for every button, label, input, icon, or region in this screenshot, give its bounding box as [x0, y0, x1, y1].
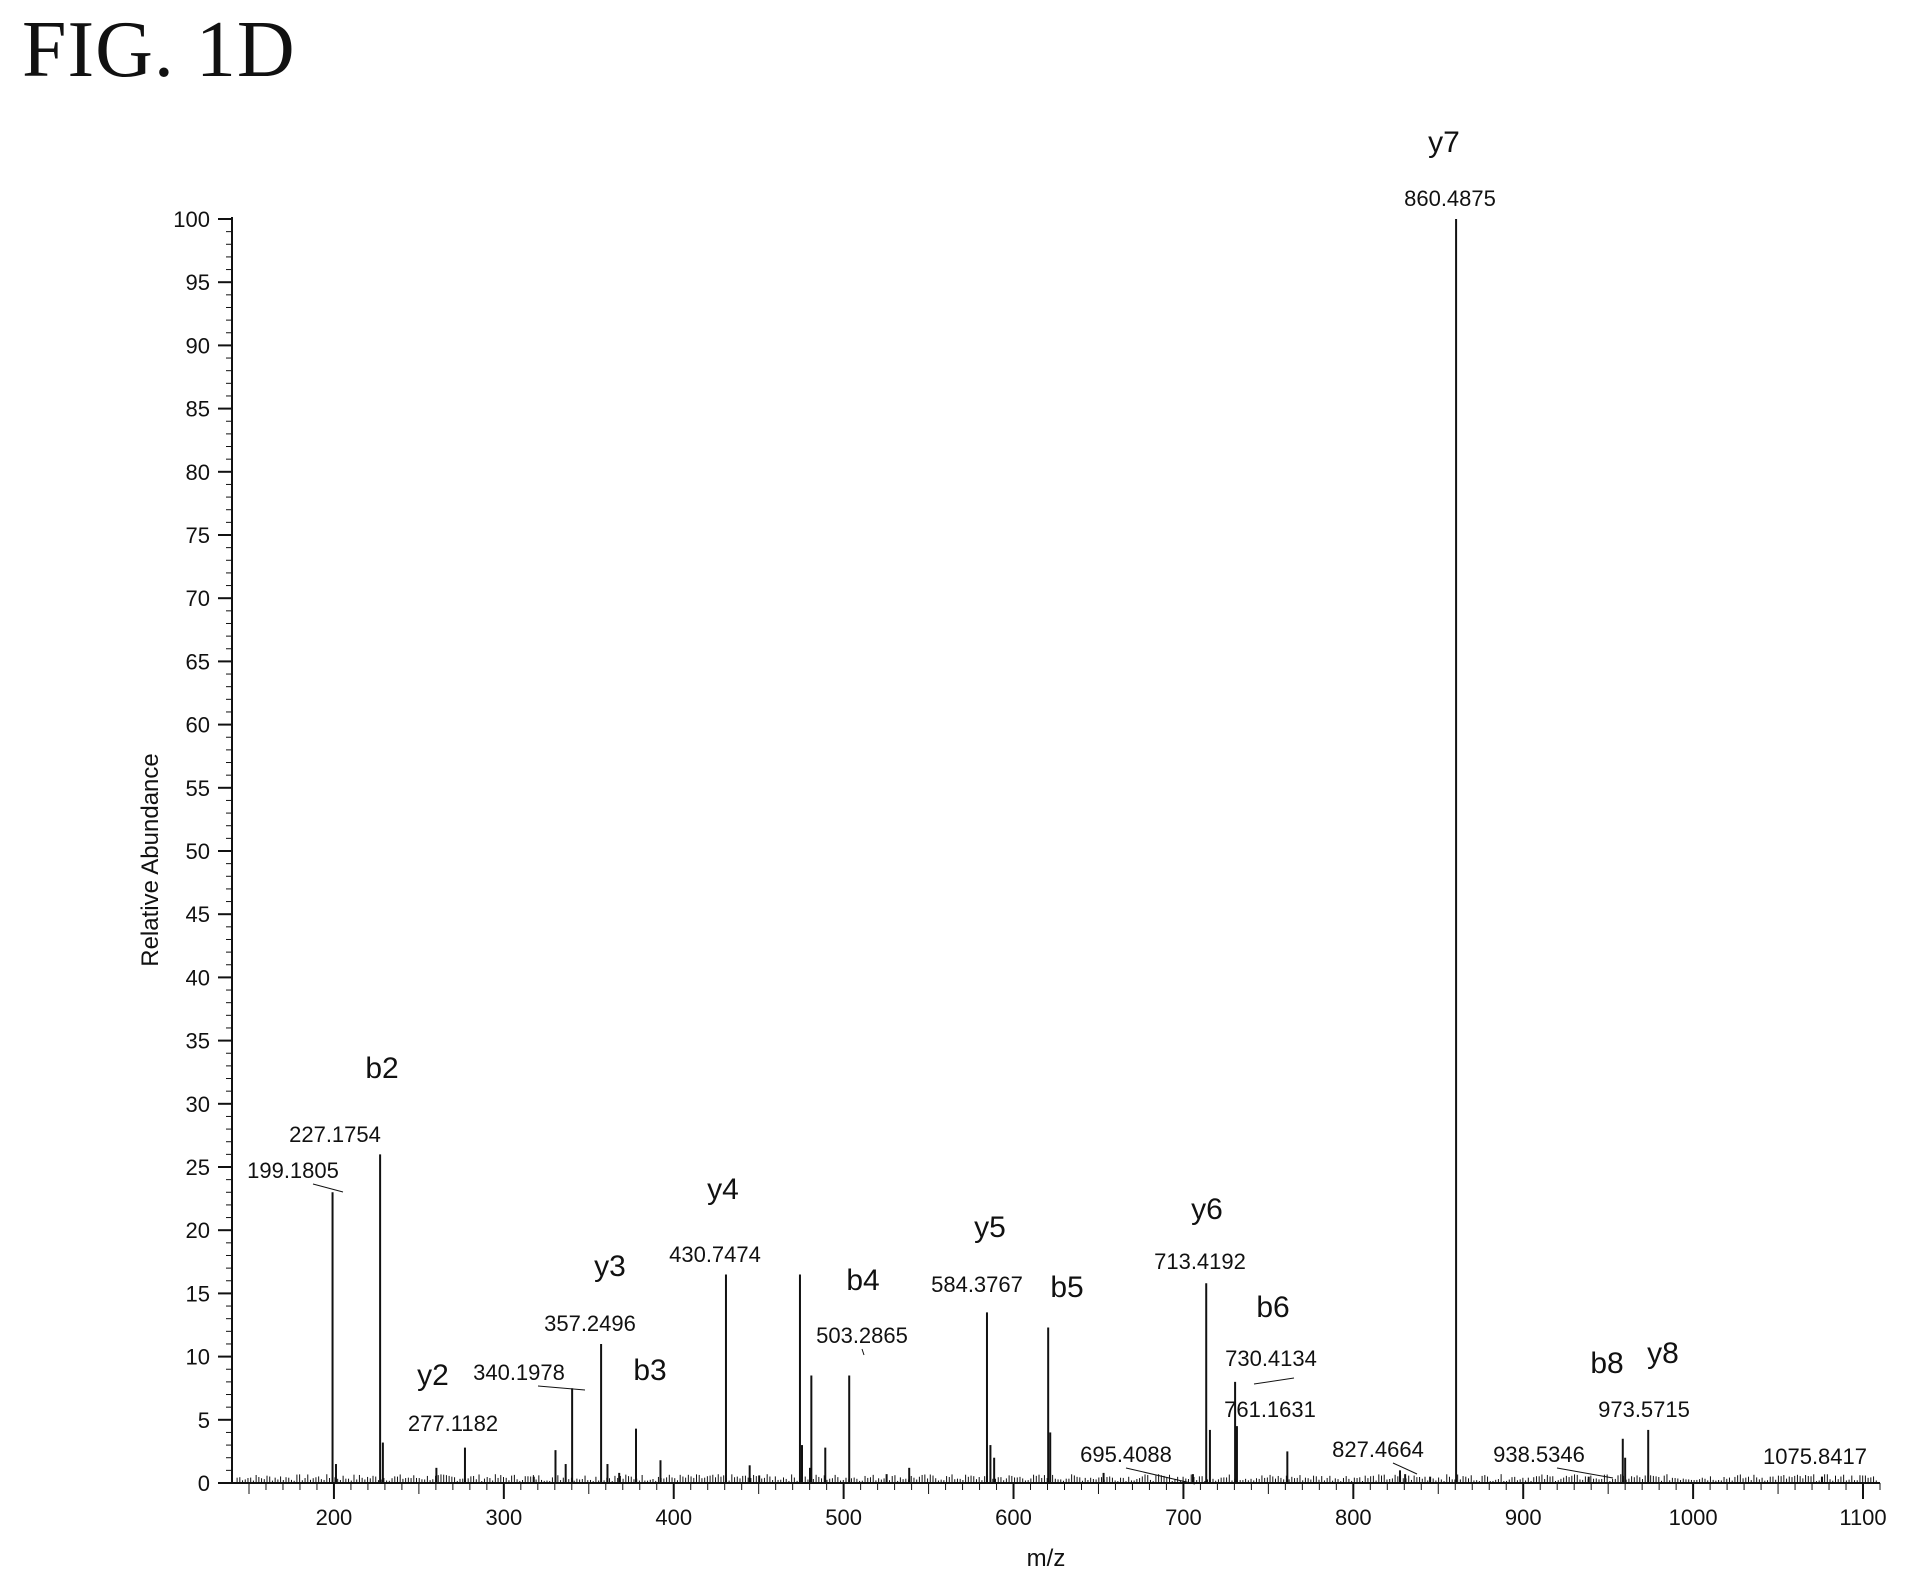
mz-label: 761.1631: [1224, 1397, 1316, 1422]
ion-label-b2: b2: [365, 1052, 398, 1085]
x-tick-label: 1000: [1669, 1505, 1718, 1530]
ion-label-y2: y2: [417, 1359, 449, 1392]
mz-label: 713.4192: [1154, 1249, 1246, 1274]
y-tick-label: 75: [186, 523, 210, 548]
leader-line: [538, 1386, 585, 1390]
y-tick-label: 80: [186, 460, 210, 485]
ion-label-y4: y4: [707, 1173, 739, 1206]
y-tick-label: 70: [186, 586, 210, 611]
y-tick-label: 95: [186, 270, 210, 295]
mz-label: 430.7474: [669, 1242, 761, 1267]
y-axis-label: Relative Abundance: [137, 753, 164, 967]
y-tick-label: 55: [186, 776, 210, 801]
ion-label-b4: b4: [846, 1264, 879, 1297]
mz-label: 827.4664: [1332, 1437, 1424, 1462]
y-tick-label: 50: [186, 839, 210, 864]
ion-label-b6: b6: [1256, 1291, 1289, 1324]
leader-line: [1126, 1468, 1195, 1484]
y-tick-label: 45: [186, 902, 210, 927]
mz-label: 340.1978: [473, 1360, 565, 1385]
mz-label: 277.1182: [408, 1411, 498, 1436]
y-tick-label: 15: [186, 1281, 210, 1306]
x-tick-label: 400: [655, 1505, 692, 1530]
ion-label-y6: y6: [1191, 1193, 1223, 1226]
ion-label-y7: y7: [1428, 126, 1460, 159]
ion-label-y8: y8: [1647, 1337, 1679, 1370]
x-tick-label: 900: [1505, 1505, 1542, 1530]
mz-label: 973.5715: [1598, 1397, 1690, 1422]
ion-label-b3: b3: [633, 1354, 666, 1387]
leader-line: [1393, 1463, 1417, 1474]
mz-label: 503.2865: [816, 1323, 908, 1348]
y-tick-label: 100: [173, 207, 210, 232]
x-tick-label: 800: [1335, 1505, 1372, 1530]
mz-label: 695.4088: [1080, 1442, 1172, 1467]
ion-label-y5: y5: [974, 1211, 1006, 1244]
y-tick-label: 0: [198, 1471, 210, 1496]
x-tick-label: 200: [316, 1505, 353, 1530]
mz-label: 199.1805: [247, 1158, 339, 1183]
leader-line: [313, 1184, 343, 1192]
y-tick-label: 90: [186, 333, 210, 358]
y-tick-label: 65: [186, 649, 210, 674]
chart-axes: 0 5 10 15 20 25 30 35 40 45 50 55 60 65 70 75 80 85 90 95 10…: [173, 207, 1886, 1530]
x-axis-label: m/z: [1027, 1545, 1066, 1572]
ion-label-b8: b8: [1590, 1347, 1623, 1380]
y-tick-label: 40: [186, 965, 210, 990]
y-tick-label: 5: [198, 1408, 210, 1433]
ion-label-b5: b5: [1050, 1271, 1083, 1304]
x-tick-label: 700: [1165, 1505, 1202, 1530]
x-tick-label: 500: [825, 1505, 862, 1530]
leader-line: [862, 1349, 864, 1355]
ion-label-y3: y3: [594, 1250, 626, 1283]
mz-label: 730.4134: [1225, 1346, 1317, 1371]
baseline-noise: [237, 1474, 1876, 1483]
x-tick-label: 300: [485, 1505, 522, 1530]
mz-label: 357.2496: [544, 1311, 636, 1336]
y-tick-label: 25: [186, 1155, 210, 1180]
y-tick-label: 20: [186, 1218, 210, 1243]
y-tick-label: 85: [186, 397, 210, 422]
leader-line: [1254, 1378, 1294, 1384]
y-tick-label: 10: [186, 1345, 210, 1370]
mz-label: 227.1754: [289, 1122, 381, 1147]
x-tick-label: 600: [995, 1505, 1032, 1530]
mz-label: 1075.8417: [1763, 1444, 1867, 1469]
mz-label: 584.3767: [931, 1272, 1023, 1297]
y-tick-label: 30: [186, 1092, 210, 1117]
mz-label: 938.5346: [1493, 1442, 1585, 1467]
x-tick-label: 1100: [1839, 1505, 1886, 1530]
y-tick-label: 60: [186, 713, 210, 738]
peak-annotations: y7 860.4875 b2 227.1754 199.1805 y4 430.7474 y3…: [247, 126, 1867, 1484]
y-tick-label: 35: [186, 1029, 210, 1054]
mz-label: 860.4875: [1404, 186, 1496, 211]
